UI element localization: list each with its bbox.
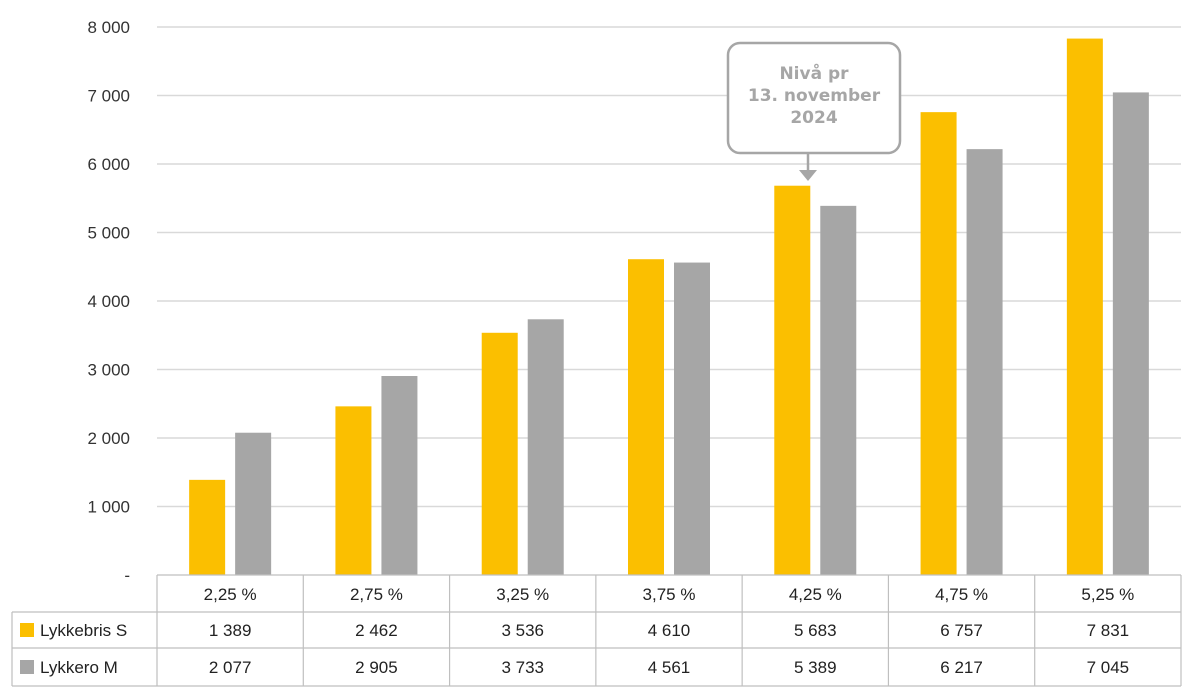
annotation-line-2: 13. november	[748, 86, 881, 106]
category-label: 5,25 %	[1081, 585, 1134, 604]
bars	[189, 38, 1149, 576]
data-table: 2,25 % 2,75 % 3,25 % 3,75 % 4,25 % 4,75 % 5,25…	[11, 574, 1182, 687]
table-value: 2 077	[209, 658, 252, 677]
table-value: 5 683	[794, 621, 837, 640]
bar-lykkebris-s	[481, 332, 518, 575]
y-tick-label: 3 000	[87, 361, 130, 380]
bar-lykkero-m	[1112, 92, 1149, 575]
gridlines	[157, 26, 1181, 508]
table-value: 5 389	[794, 658, 837, 677]
table-value: 2 462	[355, 621, 398, 640]
bar-lykkero-m	[235, 432, 272, 575]
table-value: 2 905	[355, 658, 398, 677]
y-tick-label: 1 000	[87, 498, 130, 517]
y-tick-label: 2 000	[87, 429, 130, 448]
table-value: 3 536	[501, 621, 544, 640]
table-value: 7 831	[1087, 621, 1130, 640]
bar-lykkebris-s	[189, 479, 226, 575]
bar-lykkero-m	[966, 149, 1003, 575]
y-tick-label: 5 000	[87, 224, 130, 243]
annotation-line-3: 2024	[790, 108, 837, 128]
bar-lykkero-m	[527, 319, 564, 575]
annotation-callout: Nivå pr 13. november 2024	[726, 41, 902, 181]
bar-lykkebris-s	[774, 185, 811, 576]
y-tick-label: -	[124, 566, 130, 585]
table-value: 4 561	[648, 658, 691, 677]
y-tick-label: 6 000	[87, 155, 130, 174]
y-axis-ticks: - 1 000 2 000 3 000 4 000 5 000 6 000 7 000 8 00…	[87, 18, 130, 585]
annotation-arrow-head	[799, 170, 817, 181]
table-value: 4 610	[648, 621, 691, 640]
category-label: 3,25 %	[496, 585, 549, 604]
bar-lykkebris-s	[920, 112, 957, 575]
y-tick-label: 8 000	[87, 18, 130, 37]
table-value: 6 217	[940, 658, 983, 677]
bar-lykkebris-s	[1066, 38, 1103, 576]
category-label: 4,25 %	[789, 585, 842, 604]
category-label: 3,75 %	[643, 585, 696, 604]
table-value: 1 389	[209, 621, 252, 640]
legend-label: Lykkebris S	[40, 621, 127, 640]
legend-label: Lykkero M	[40, 658, 118, 677]
y-tick-label: 7 000	[87, 87, 130, 106]
table-value: 3 733	[501, 658, 544, 677]
bar-lykkero-m	[820, 205, 857, 575]
y-tick-label: 4 000	[87, 292, 130, 311]
bar-lykkero-m	[674, 262, 710, 575]
legend-swatch	[20, 623, 34, 637]
table-value: 6 757	[940, 621, 983, 640]
annotation-box	[726, 41, 902, 155]
bar-lykkebris-s	[335, 406, 372, 575]
table-value: 7 045	[1087, 658, 1130, 677]
bar-lykkero-m	[381, 376, 418, 575]
category-label: 2,75 %	[350, 585, 403, 604]
category-label: 4,75 %	[935, 585, 988, 604]
annotation-line-1: Nivå pr	[779, 62, 849, 84]
category-label: 2,25 %	[204, 585, 257, 604]
bar-lykkebris-s	[628, 259, 664, 575]
legend-swatch	[20, 660, 34, 674]
